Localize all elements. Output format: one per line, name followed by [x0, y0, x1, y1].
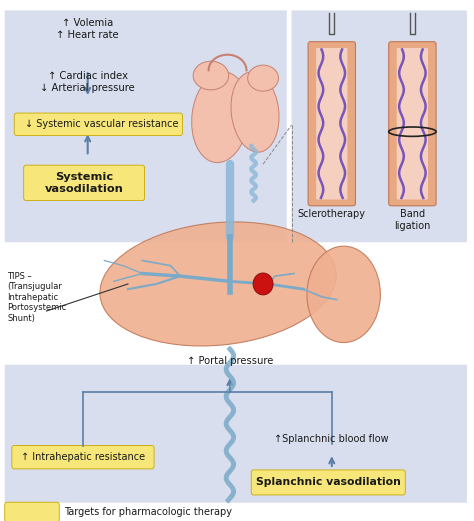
Ellipse shape — [231, 72, 279, 152]
Text: ↓ Systemic vascular resistance: ↓ Systemic vascular resistance — [25, 119, 179, 129]
FancyBboxPatch shape — [316, 48, 347, 200]
Text: ↑Splanchnic blood flow: ↑Splanchnic blood flow — [274, 434, 389, 444]
Text: ↑ Intrahepatic resistance: ↑ Intrahepatic resistance — [21, 452, 145, 463]
FancyBboxPatch shape — [14, 113, 182, 135]
FancyBboxPatch shape — [5, 10, 287, 242]
Text: ↑ Volemia
↑ Heart rate: ↑ Volemia ↑ Heart rate — [56, 18, 119, 40]
Ellipse shape — [253, 273, 273, 295]
FancyBboxPatch shape — [308, 42, 356, 206]
FancyBboxPatch shape — [24, 165, 145, 201]
Text: TIPS –
(Transjugular
Intrahepatic
Portosystemic
Shunt): TIPS – (Transjugular Intrahepatic Portos… — [7, 272, 66, 322]
Text: Band
ligation: Band ligation — [394, 209, 430, 231]
Text: ↑ Portal pressure: ↑ Portal pressure — [187, 356, 273, 366]
Text: Systemic
vasodilation: Systemic vasodilation — [45, 172, 124, 194]
Text: Sclerotherapy: Sclerotherapy — [298, 209, 366, 219]
FancyBboxPatch shape — [397, 48, 428, 200]
FancyBboxPatch shape — [12, 445, 154, 469]
FancyBboxPatch shape — [251, 470, 405, 495]
Ellipse shape — [307, 246, 380, 343]
Text: ↑ Cardiac index
↓ Arterial pressure: ↑ Cardiac index ↓ Arterial pressure — [40, 71, 135, 93]
FancyBboxPatch shape — [292, 10, 467, 242]
Text: Splanchnic vasodilation: Splanchnic vasodilation — [256, 477, 401, 488]
Text: Targets for pharmacologic therapy: Targets for pharmacologic therapy — [64, 507, 232, 517]
FancyBboxPatch shape — [5, 502, 59, 521]
Ellipse shape — [248, 65, 279, 91]
FancyBboxPatch shape — [5, 365, 467, 503]
Ellipse shape — [191, 72, 249, 163]
Ellipse shape — [193, 61, 228, 90]
FancyBboxPatch shape — [389, 42, 436, 206]
Ellipse shape — [100, 222, 336, 346]
